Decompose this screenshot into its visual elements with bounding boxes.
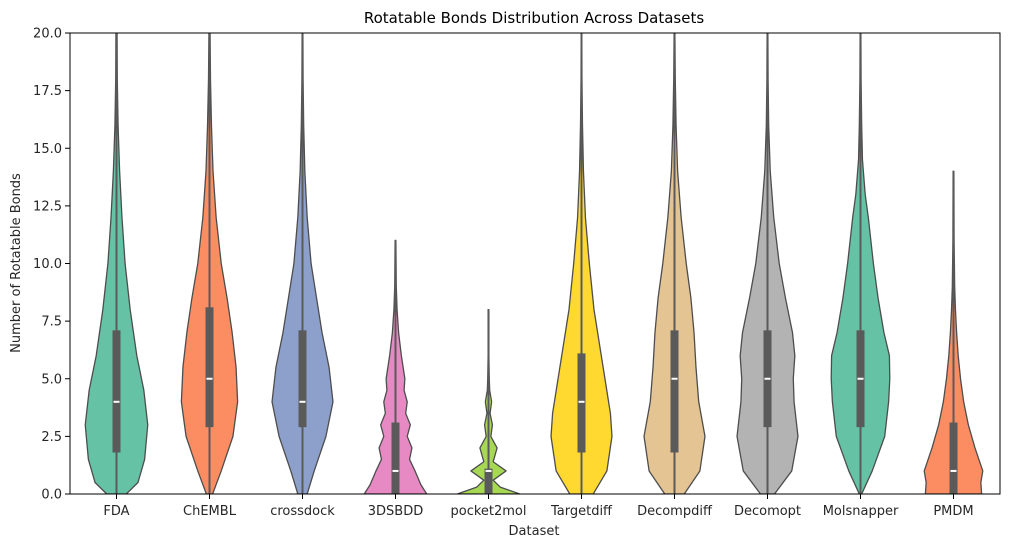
violins-group — [84, 33, 984, 494]
y-tick-label: 0.0 — [41, 488, 62, 503]
x-tick-label: ChEMBL — [183, 504, 237, 519]
iqr-box-pocket2mol — [484, 468, 493, 494]
median-marker-Decompdiff — [671, 377, 678, 380]
x-tick-label: PMDM — [933, 504, 973, 519]
x-axis-title: Dataset — [509, 524, 560, 539]
y-tick-label: 12.5 — [33, 199, 62, 214]
median-marker-crossdock — [299, 400, 306, 403]
y-tick-label: 10.0 — [33, 257, 62, 272]
median-marker-PMDM — [950, 469, 957, 472]
x-tick-label: pocket2mol — [450, 504, 526, 519]
iqr-box-PMDM — [949, 422, 958, 494]
x-tick-label: Decomopt — [734, 504, 801, 519]
iqr-box-3DSBDD — [391, 422, 400, 494]
x-tick-label: 3DSBDD — [368, 504, 423, 519]
y-axis-title: Number of Rotatable Bonds — [9, 173, 24, 353]
median-marker-ChEMBL — [206, 377, 213, 380]
iqr-box-Decompdiff — [670, 330, 679, 453]
x-tick-label: crossdock — [270, 504, 335, 519]
x-tick-label: Decompdiff — [637, 504, 713, 519]
x-tick-label: Molsnapper — [823, 504, 899, 519]
x-tick-label: FDA — [103, 504, 129, 519]
iqr-box-Targetdiff — [577, 353, 586, 453]
median-marker-3DSBDD — [392, 469, 399, 472]
y-tick-label: 2.5 — [41, 430, 62, 445]
y-tick-label: 15.0 — [33, 142, 62, 157]
x-tick-label: Targetdiff — [550, 504, 613, 519]
iqr-box-FDA — [112, 330, 121, 453]
median-marker-pocket2mol — [485, 469, 492, 472]
chart-title: Rotatable Bonds Distribution Across Data… — [364, 9, 705, 27]
y-tick-label: 7.5 — [41, 315, 62, 330]
iqr-box-ChEMBL — [205, 307, 214, 428]
median-marker-Decomopt — [764, 377, 771, 380]
y-tick-label: 17.5 — [33, 84, 62, 99]
iqr-box-crossdock — [298, 330, 307, 428]
median-marker-Targetdiff — [578, 400, 585, 403]
plot-area — [84, 33, 984, 494]
median-marker-FDA — [113, 400, 120, 403]
y-tick-label: 20.0 — [33, 27, 62, 42]
y-tick-label: 5.0 — [41, 372, 62, 387]
median-marker-Molsnapper — [857, 377, 864, 380]
axes: 0.0 2.5 5.0 7.5 10.0 12.5 15.0 17.5 20.0 FDA ChEMB… — [33, 27, 1001, 519]
